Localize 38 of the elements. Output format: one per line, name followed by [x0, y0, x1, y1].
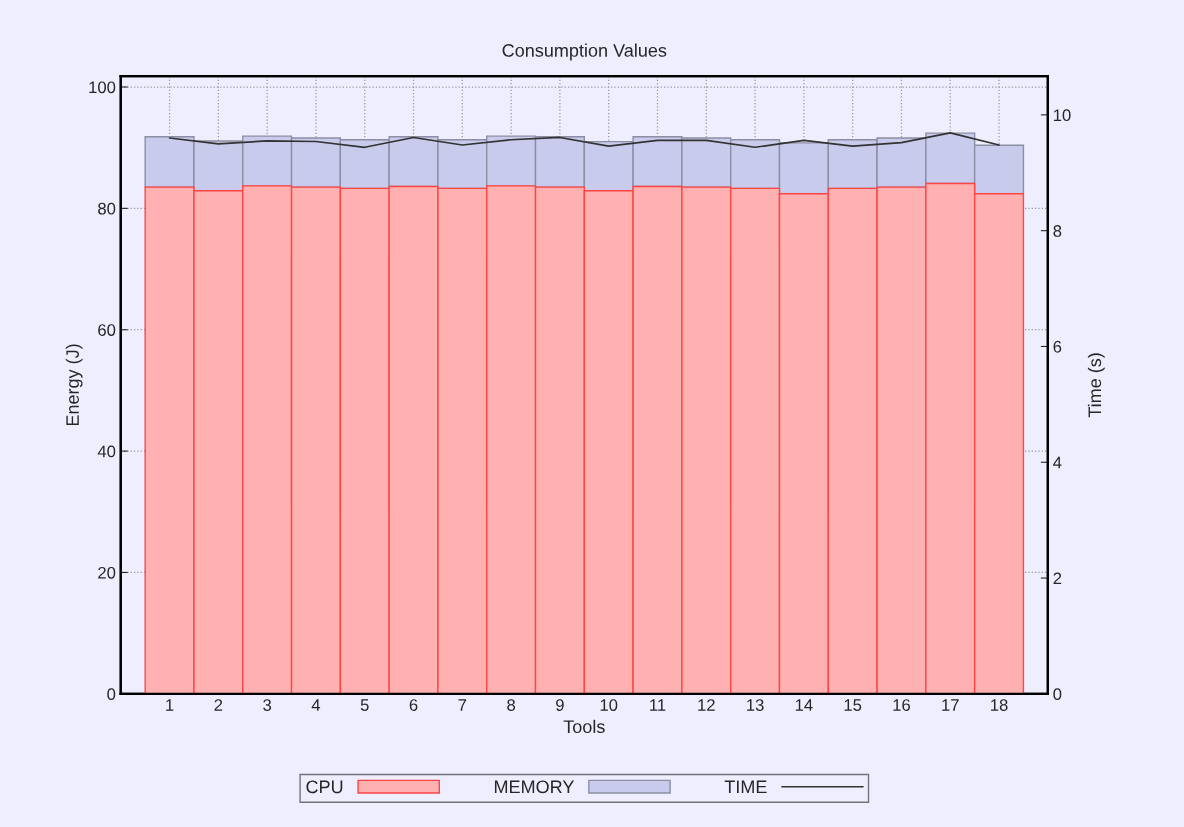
y2-tick-label: 0	[1053, 688, 1062, 701]
y2-tick-label: 6	[1053, 340, 1062, 353]
x-tick-label: 6	[409, 699, 418, 711]
y-tick-label: 80	[98, 202, 116, 215]
x-tick-label: 13	[747, 699, 764, 711]
legend-label: TIME	[724, 780, 767, 794]
y2-tick-label: 8	[1053, 225, 1062, 237]
chart-title: Consumption Values	[502, 43, 667, 61]
line-series	[168, 131, 1000, 149]
x-tick-label: 12	[698, 699, 715, 711]
x-tick-label: 14	[795, 699, 813, 711]
legend-label: MEMORY	[494, 780, 575, 794]
x-tick-label: 7	[458, 699, 467, 711]
x-tick-label: 16	[893, 699, 910, 711]
x-tick-label: 17	[942, 699, 959, 711]
y-tick-label: 0	[107, 688, 116, 701]
x-tick-label: 4	[311, 699, 321, 711]
y-tick-label: 40	[97, 445, 116, 458]
x-tick-label: 15	[844, 699, 862, 711]
x-tick-label: 10	[600, 699, 618, 711]
x-tick-label: 11	[650, 699, 666, 711]
x-tick-label: 2	[214, 699, 223, 711]
y-axis-title: Energy (J)	[65, 344, 83, 426]
x-tick-label: 5	[360, 699, 369, 711]
x-tick-label: 3	[263, 699, 272, 711]
legend-label: CPU	[306, 780, 343, 794]
x-tick-label: 18	[991, 699, 1008, 711]
x-tick-label: 9	[556, 699, 564, 711]
y2-tick-label: 10	[1053, 109, 1071, 122]
y2-tick-label: 2	[1053, 572, 1062, 585]
x-tick-label: 1	[166, 699, 174, 711]
y-tick-label: 60	[98, 324, 116, 336]
y2-axis-title: Time (s)	[1087, 353, 1105, 418]
y2-tick-label: 4	[1053, 456, 1062, 469]
y-tick-label: 100	[89, 81, 116, 94]
y-tick-label: 20	[98, 566, 116, 579]
x-tick-label: 8	[507, 699, 516, 711]
x-axis-title: Tools	[563, 719, 605, 734]
